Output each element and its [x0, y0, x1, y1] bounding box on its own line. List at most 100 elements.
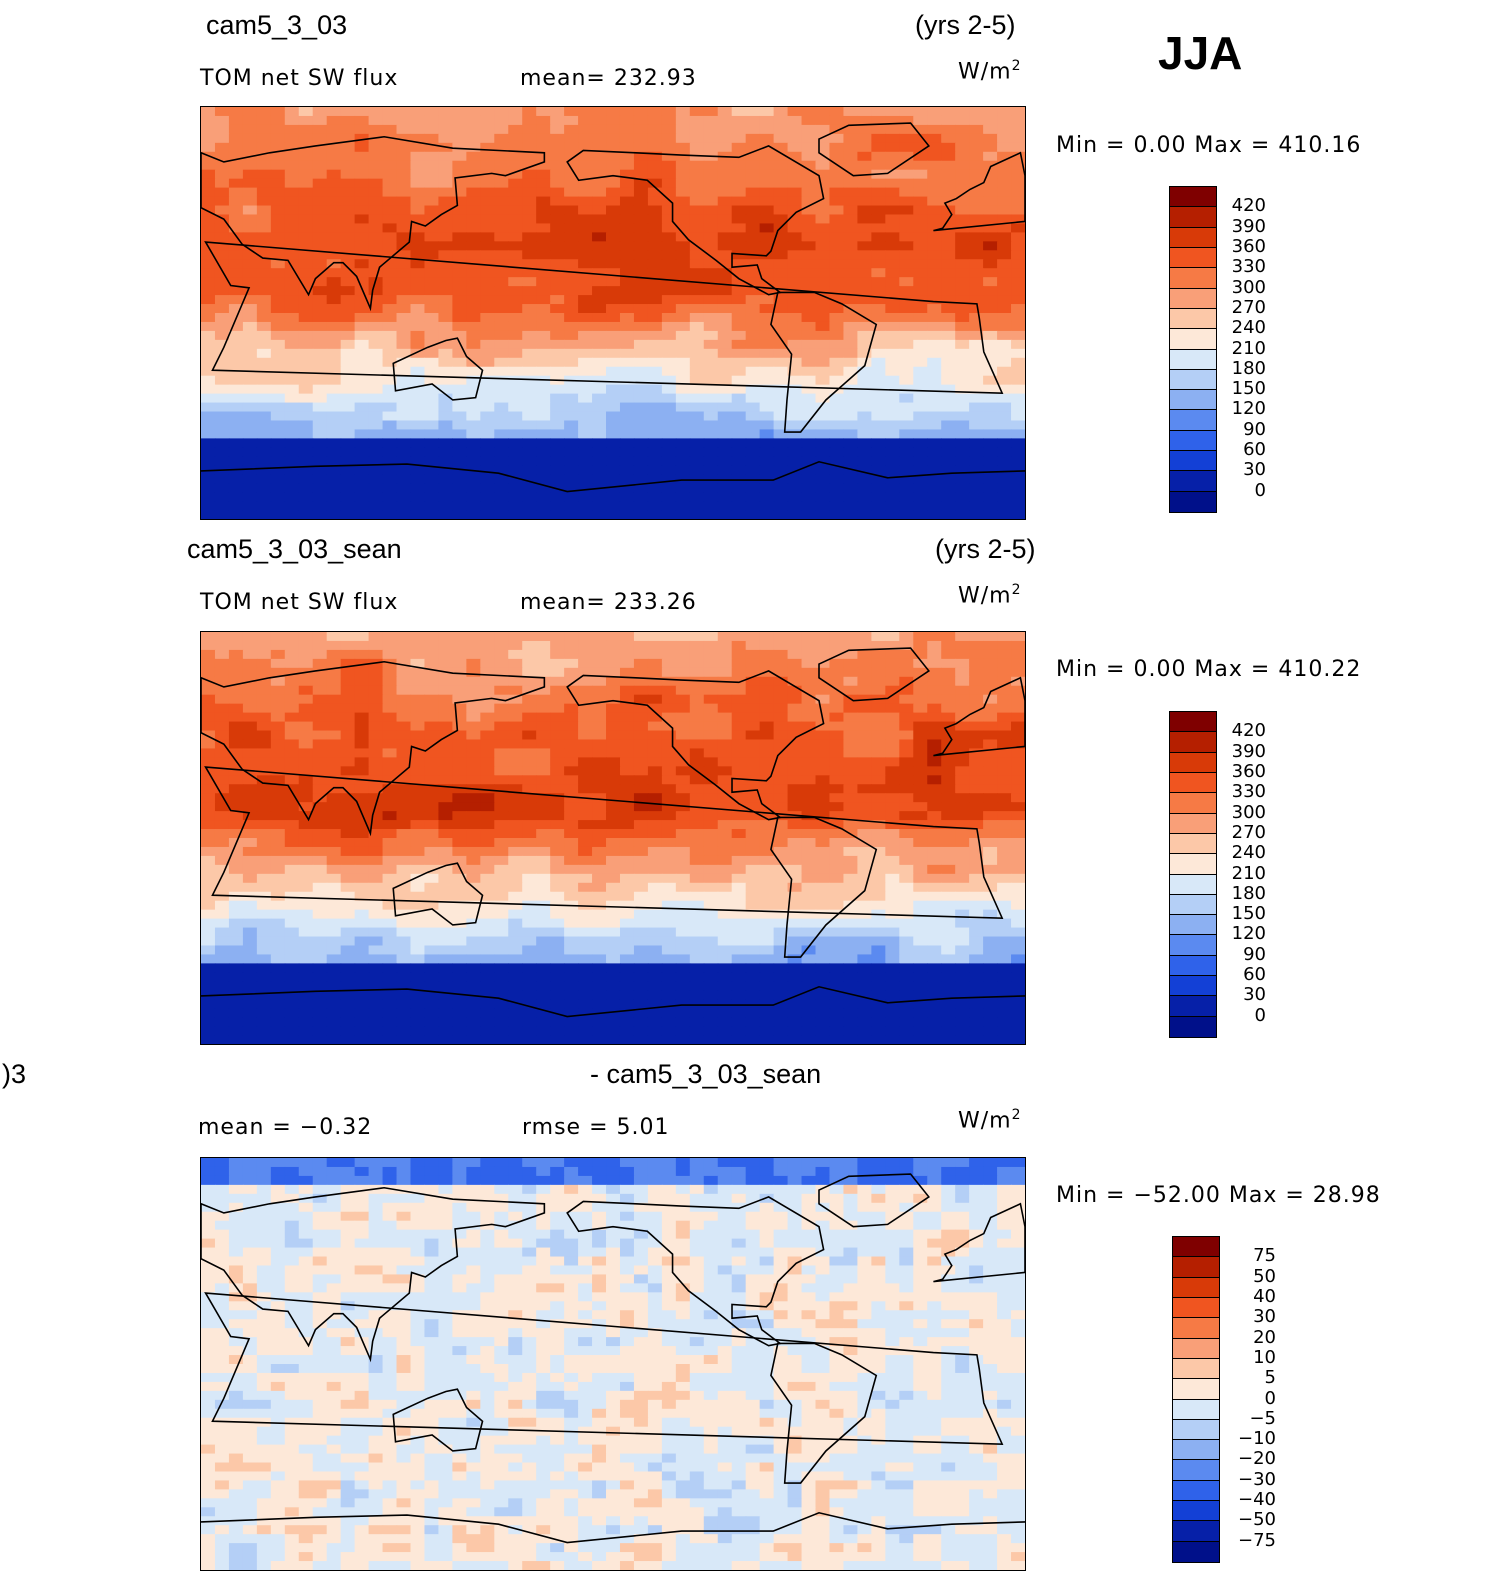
- field-cell: [424, 694, 440, 705]
- field-cell: [633, 739, 649, 750]
- field-cell: [578, 864, 593, 875]
- field-cell: [955, 739, 970, 750]
- field-cell: [829, 873, 845, 884]
- field-cell: [354, 882, 370, 893]
- field-cell: [270, 900, 286, 911]
- field-cell: [606, 304, 621, 314]
- field-cell: [871, 775, 886, 785]
- field-cell: [606, 694, 621, 705]
- field-cell: [801, 223, 817, 233]
- field-cell: [550, 891, 565, 902]
- field-cell: [787, 232, 803, 242]
- field-cell: [745, 802, 761, 812]
- field-cell: [857, 142, 872, 153]
- field-cell: [270, 259, 286, 269]
- field-cell: [773, 420, 789, 431]
- field-cell: [941, 811, 956, 821]
- field-cell: [564, 766, 579, 776]
- field-cell: [731, 205, 747, 216]
- field-cell: [983, 784, 998, 794]
- field-cell: [592, 918, 607, 929]
- field-cell: [256, 864, 272, 875]
- field-cell: [480, 793, 495, 803]
- field-cell: [424, 784, 440, 794]
- field-cell: [899, 286, 914, 296]
- field-cell: [703, 945, 719, 956]
- field-cell: [214, 107, 230, 117]
- field-cell: [410, 501, 426, 511]
- field-cell: [201, 846, 216, 857]
- field-cell: [452, 321, 467, 332]
- field-cell: [326, 936, 342, 947]
- field-cell: [647, 640, 663, 651]
- field-cell: [801, 402, 817, 413]
- field-cell: [564, 730, 579, 741]
- field-cell: [703, 891, 719, 902]
- field-cell: [550, 945, 565, 956]
- field-cell: [312, 784, 328, 794]
- field-cell: [689, 838, 705, 848]
- field-cell: [494, 900, 509, 911]
- field-cell: [787, 492, 803, 502]
- map-field: [201, 632, 1025, 1044]
- field-cell: [647, 223, 663, 233]
- field-cell: [368, 748, 384, 758]
- field-cell: [703, 241, 719, 251]
- field-cell: [843, 474, 859, 484]
- field-cell: [396, 411, 412, 422]
- field-cell: [941, 268, 956, 278]
- field-cell: [284, 151, 300, 162]
- field-cell: [843, 721, 859, 732]
- field-cell: [955, 268, 970, 278]
- field-cell: [326, 891, 342, 902]
- field-cell: [857, 330, 872, 341]
- field-cell: [312, 420, 328, 431]
- field-cell: [312, 909, 328, 920]
- field-cell: [312, 107, 328, 117]
- field-cell: [675, 232, 691, 242]
- field-cell: [284, 703, 300, 714]
- field-cell: [1011, 232, 1025, 242]
- field-cell: [564, 640, 579, 651]
- field-cell: [228, 829, 244, 839]
- field-cell: [983, 133, 998, 144]
- field-cell: [997, 793, 1012, 803]
- field-cell: [424, 927, 440, 938]
- field-cell: [256, 429, 272, 439]
- field-cell: [424, 900, 440, 911]
- field-cell: [801, 492, 817, 502]
- field-cell: [494, 676, 509, 687]
- field-cell: [633, 501, 649, 511]
- field-cell: [410, 909, 426, 920]
- field-cell: [522, 694, 537, 705]
- field-cell: [494, 178, 509, 189]
- field-cell: [214, 286, 230, 296]
- field-cell: [382, 393, 398, 404]
- field-cell: [368, 510, 384, 519]
- field-cell: [647, 963, 663, 973]
- field-cell: [326, 703, 342, 714]
- field-cell: [228, 730, 244, 741]
- field-cell: [1011, 277, 1025, 287]
- field-cell: [326, 393, 342, 404]
- field-cell: [592, 420, 607, 431]
- field-cell: [354, 846, 370, 857]
- field-cell: [396, 748, 412, 758]
- field-cell: [983, 775, 998, 785]
- field-cell: [675, 268, 691, 278]
- field-cell: [396, 214, 412, 225]
- field-cell: [592, 250, 607, 260]
- field-cell: [606, 838, 621, 848]
- field-cell: [983, 286, 998, 296]
- field-cell: [536, 739, 551, 750]
- field-cell: [270, 232, 286, 242]
- field-cell: [410, 694, 426, 705]
- field-cell: [815, 766, 831, 776]
- field-cell: [368, 348, 384, 359]
- field-cell: [606, 918, 621, 929]
- field-cell: [717, 268, 733, 278]
- colorbar-swatch: [1170, 390, 1216, 411]
- field-cell: [941, 640, 956, 651]
- field-cell: [759, 169, 775, 180]
- field-cell: [242, 250, 258, 260]
